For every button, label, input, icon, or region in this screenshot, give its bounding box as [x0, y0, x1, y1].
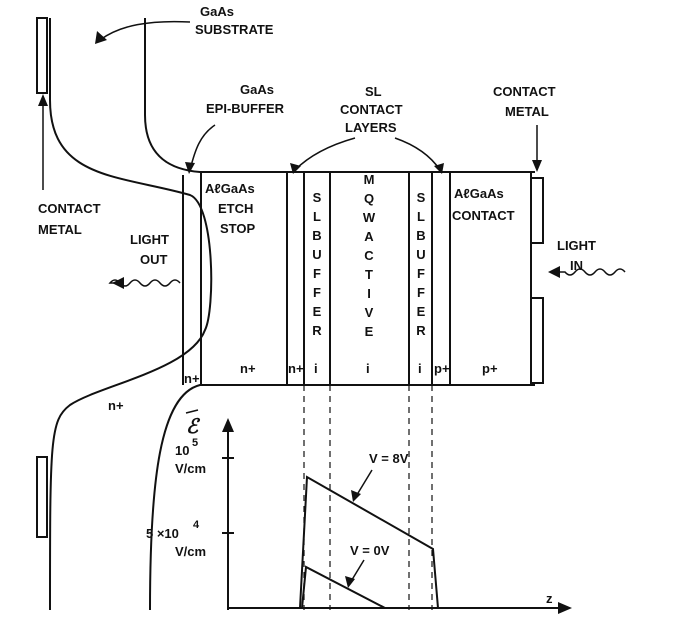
etch-stop-label-3: STOP [220, 221, 255, 236]
light-out-arrowhead [112, 277, 124, 289]
substrate-label-1: GaAs [200, 4, 234, 19]
sl-contact-label-1: SL [365, 84, 382, 99]
contact-metal-left-bottom [36, 456, 48, 538]
doping-n-etch: n+ [240, 361, 256, 376]
contact-metal-right-label-2: METAL [505, 104, 549, 119]
algaas-contact-label-1: AℓGaAs [454, 186, 504, 201]
doping-p-sl: p+ [434, 361, 450, 376]
substrate-arrowhead [95, 31, 107, 44]
contact-metal-right-top [530, 177, 544, 244]
curve-8v [299, 475, 439, 609]
tick-5e4-exp: 4 [193, 519, 200, 531]
tick-5e4-base: 5 ×10 [146, 526, 179, 541]
contact-metal-right-bottom [530, 297, 544, 384]
light-in-label-1: LIGHT [557, 238, 596, 253]
tick-1e5-exp: 5 [192, 437, 198, 449]
substrate-arrow [99, 20, 191, 41]
curve-0v [301, 565, 386, 609]
doping-n-substrate: n+ [108, 398, 124, 413]
contact-metal-left-label-1: CONTACT [38, 201, 101, 216]
etch-stop-label-2: ETCH [218, 201, 253, 216]
arrow-0v-head [345, 576, 355, 588]
substrate-outline-bottom [149, 384, 535, 611]
sl-contact-label-3: LAYERS [345, 120, 397, 135]
contact-metal-left-arrowhead [38, 94, 48, 106]
epi-buffer-arrowhead [185, 162, 195, 174]
light-in-label-2: IN [570, 258, 583, 273]
light-out-label-2: OUT [140, 252, 168, 267]
field-symbol: ℰ [186, 414, 201, 438]
contact-metal-left-top [36, 17, 48, 94]
sl-contact-arrowhead-left [290, 163, 301, 174]
algaas-contact-label-2: CONTACT [452, 208, 515, 223]
doping-i-sl-right: i [418, 361, 422, 376]
field-vector-bar [185, 409, 199, 414]
doping-n-buffer: n+ [184, 371, 200, 386]
contact-metal-right-label-1: CONTACT [493, 84, 556, 99]
curve-8v-label: V = 8V [369, 451, 409, 466]
arrow-8v-head [351, 490, 361, 502]
epi-buffer-label-1: GaAs [240, 82, 274, 97]
sl-contact-arrowhead-right [434, 163, 444, 174]
tick-5e4-unit: V/cm [175, 544, 206, 559]
curve-0v-label: V = 0V [350, 543, 390, 558]
doping-p-contact: p+ [482, 361, 498, 376]
doping-i-sl-left: i [314, 361, 318, 376]
x-axis-arrowhead [558, 602, 572, 614]
tick-1e5-unit: V/cm [175, 461, 206, 476]
contact-metal-left-label-2: METAL [38, 222, 82, 237]
doping-n-sl: n+ [288, 361, 304, 376]
light-out-label-1: LIGHT [130, 232, 169, 247]
substrate-label-2: SUBSTRATE [195, 22, 274, 37]
sl-contact-arrow-left [294, 137, 356, 171]
substrate-outline-right [144, 18, 535, 173]
contact-metal-right-arrowhead [532, 160, 542, 172]
light-in-arrowhead [548, 266, 560, 278]
substrate-outline-left [49, 18, 213, 611]
epi-buffer-label-2: EPI-BUFFER [206, 101, 285, 116]
tick-1e5-base: 10 [175, 443, 189, 458]
light-in-wave [556, 268, 626, 276]
doping-i-mqw: i [366, 361, 370, 376]
sl-contact-label-2: CONTACT [340, 102, 403, 117]
y-axis-arrowhead [222, 418, 234, 432]
sl-contact-arrow-right [394, 137, 441, 171]
x-axis-label: z [546, 591, 553, 606]
etch-stop-label-1: AℓGaAs [205, 181, 255, 196]
